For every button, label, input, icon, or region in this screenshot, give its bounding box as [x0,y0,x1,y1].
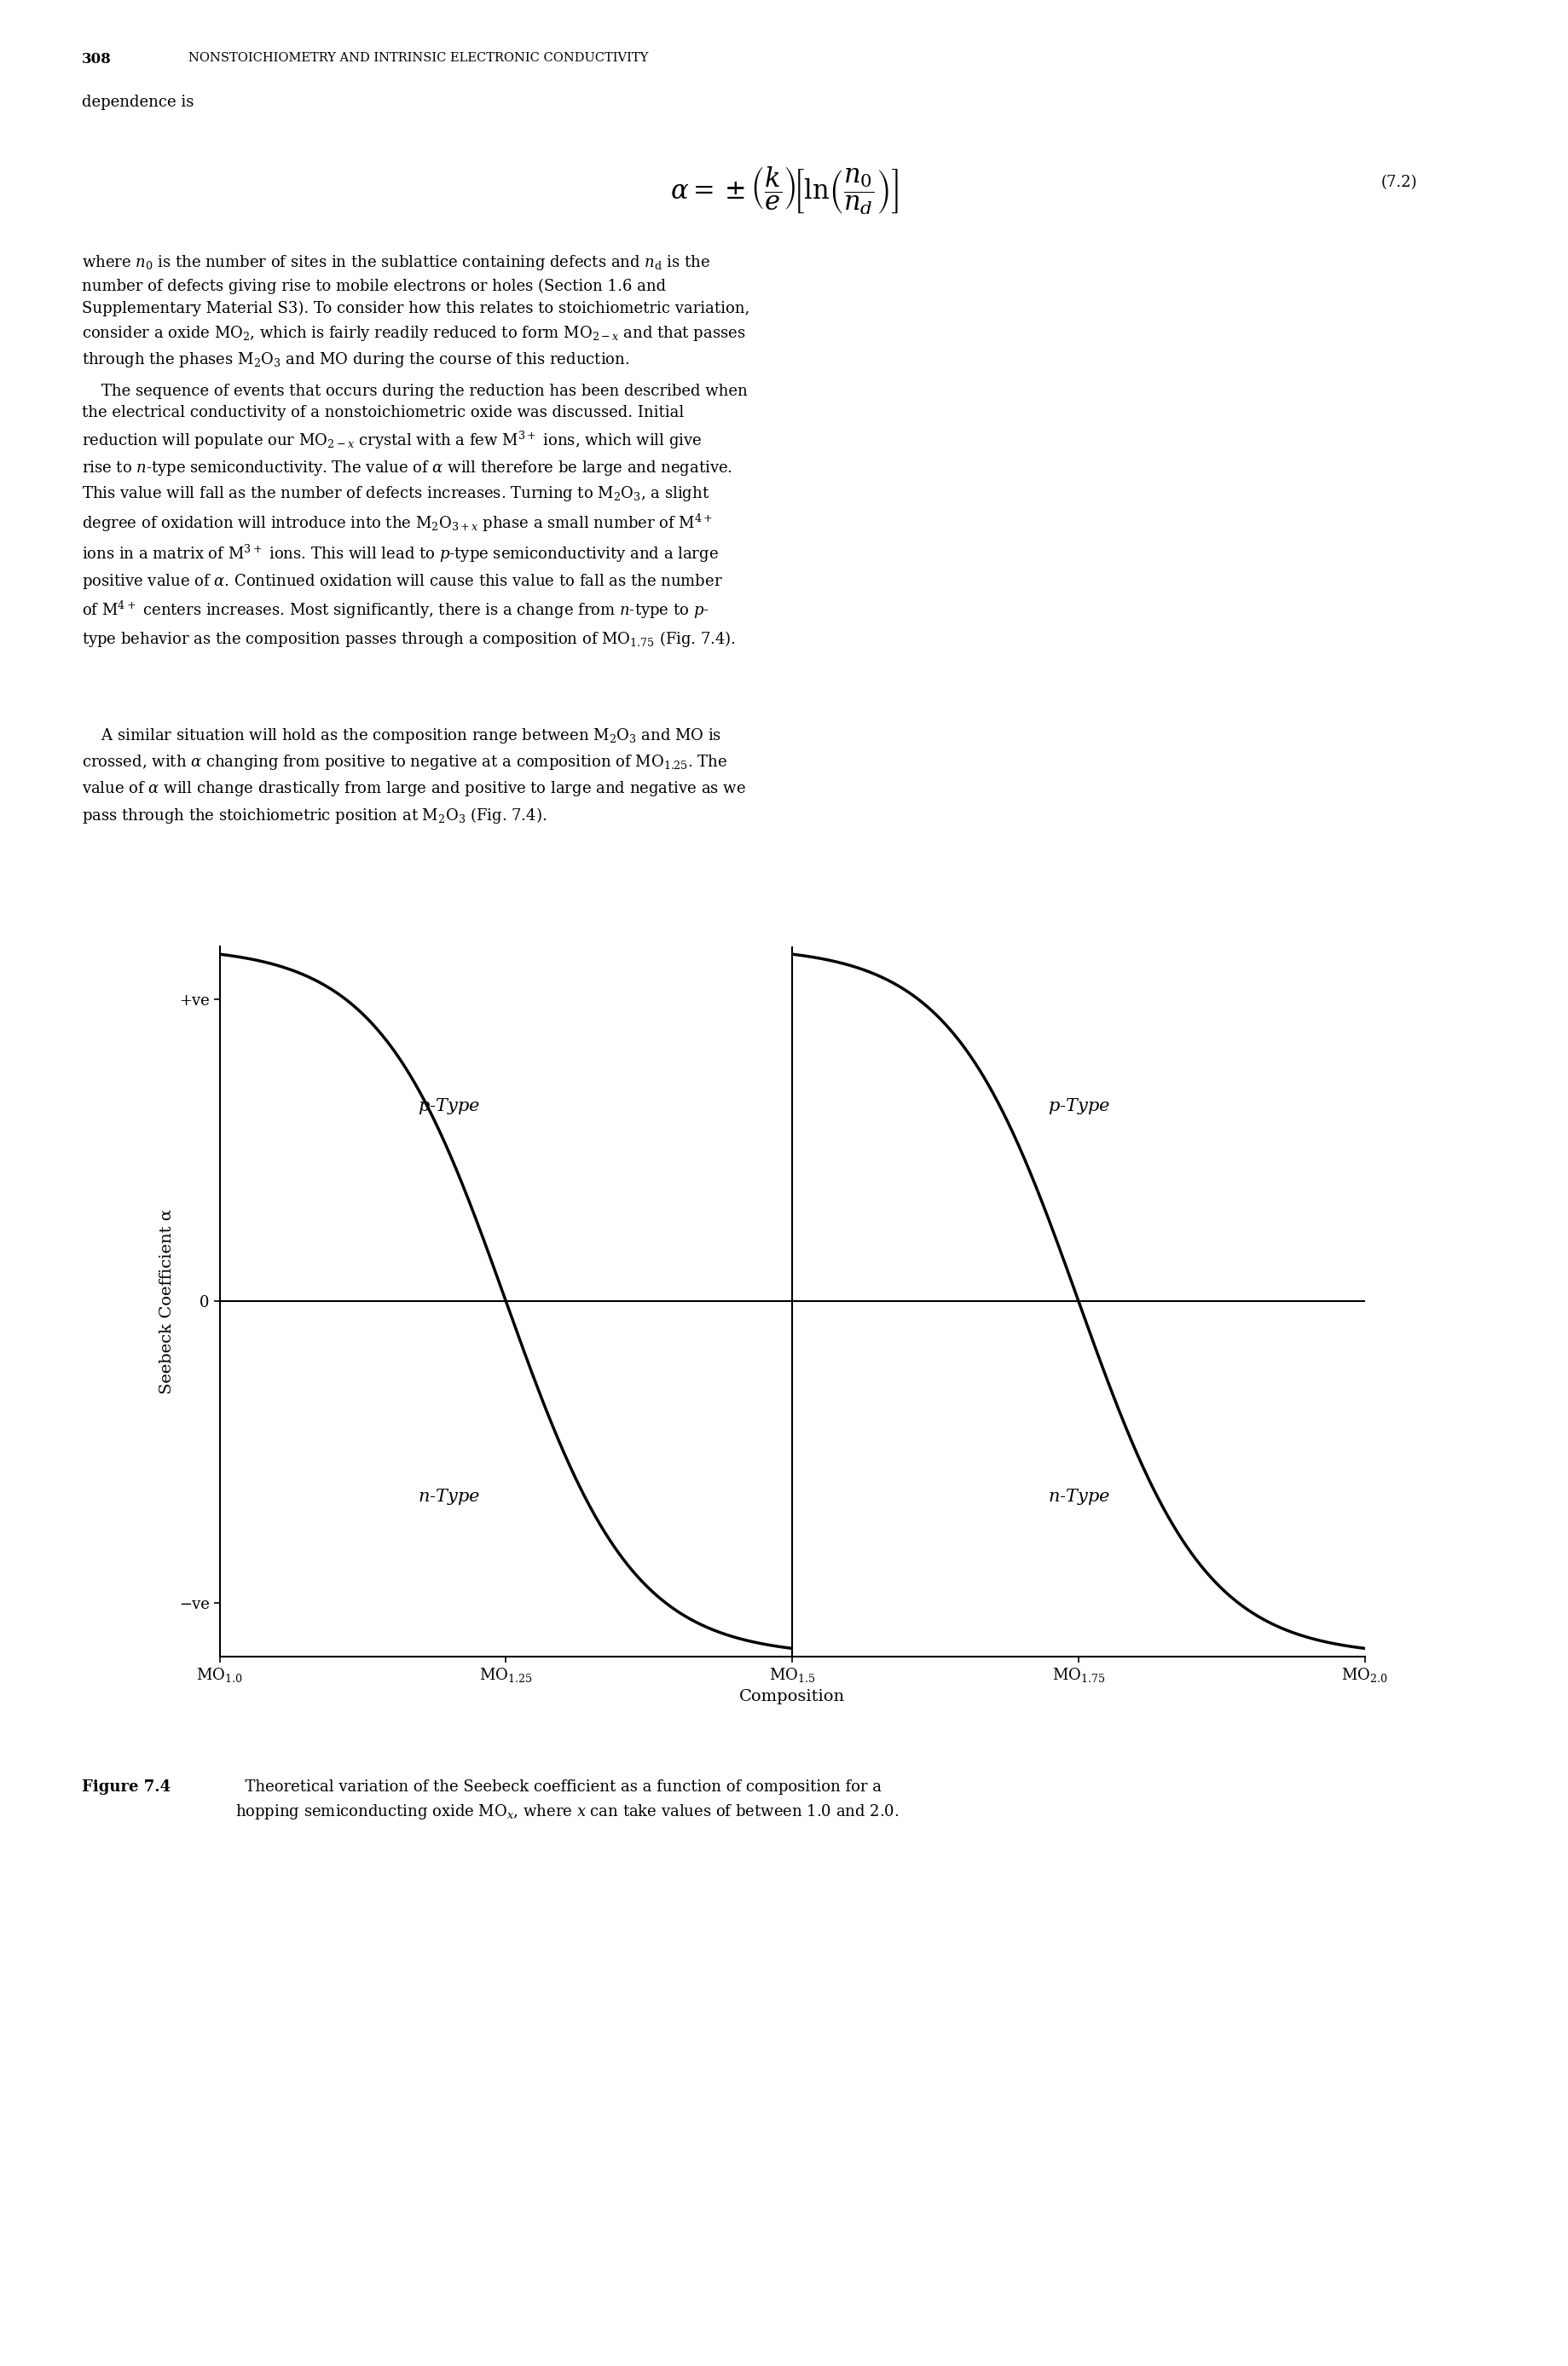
X-axis label: Composition: Composition [739,1689,845,1704]
Text: $n$-Type: $n$-Type [1047,1486,1109,1507]
Text: $\alpha = \pm \left(\dfrac{k}{e}\right)\!\left[\ln\!\left(\dfrac{n_0}{n_d}\right: $\alpha = \pm \left(\dfrac{k}{e}\right)\… [670,166,898,218]
Text: $p$-Type: $p$-Type [1047,1095,1109,1117]
Text: (7.2): (7.2) [1380,175,1416,189]
Text: NONSTOICHIOMETRY AND INTRINSIC ELECTRONIC CONDUCTIVITY: NONSTOICHIOMETRY AND INTRINSIC ELECTRONI… [188,52,648,64]
Text: $p$-Type: $p$-Type [417,1095,480,1117]
Text: A similar situation will hold as the composition range between M$_2$O$_3$ and MO: A similar situation will hold as the com… [82,726,745,826]
Text: The sequence of events that occurs during the reduction has been described when
: The sequence of events that occurs durin… [82,383,746,648]
Text: 308: 308 [82,52,111,66]
Y-axis label: Seebeck Coefficient α: Seebeck Coefficient α [158,1209,174,1394]
Text: where $n_0$ is the number of sites in the sublattice containing defects and $n_\: where $n_0$ is the number of sites in th… [82,253,750,369]
Text: $n$-Type: $n$-Type [417,1486,480,1507]
Text: dependence is: dependence is [82,95,193,109]
Text: Theoretical variation of the Seebeck coefficient as a function of composition fo: Theoretical variation of the Seebeck coe… [235,1779,898,1822]
Text: Figure 7.4: Figure 7.4 [82,1779,171,1793]
